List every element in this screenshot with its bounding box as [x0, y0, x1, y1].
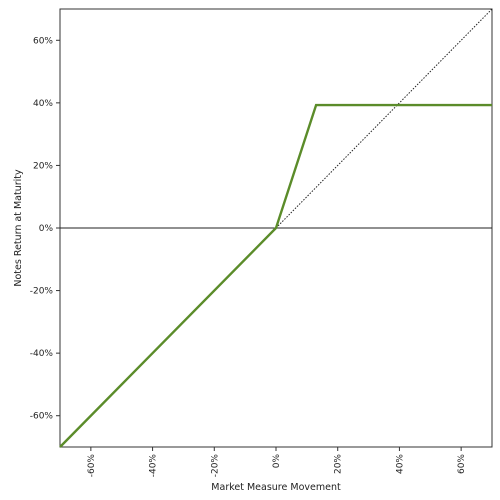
y-axis-ticks: 60% 40% 20% 0% -20% -40% -60%: [30, 36, 60, 422]
x-tick-label: -40%: [149, 454, 159, 478]
y-tick-label: -20%: [30, 287, 54, 297]
x-tick-label: -60%: [87, 454, 97, 478]
notes-return-line: [59, 103, 492, 448]
x-axis-title: Market Measure Movement: [211, 482, 341, 493]
y-tick-label: -40%: [30, 349, 54, 359]
x-tick-label: 40%: [395, 454, 405, 474]
y-axis-title: Notes Return at Maturity: [13, 169, 24, 287]
x-tick-label: 0%: [272, 454, 282, 469]
x-tick-label: -20%: [210, 454, 220, 478]
x-tick-label: 60%: [457, 454, 467, 474]
y-tick-label: 20%: [33, 161, 53, 171]
x-axis-ticks: -60% -40% -20% 0% 20% 40% 60%: [87, 447, 467, 477]
x-tick-label: 20%: [334, 454, 344, 474]
y-tick-label: -60%: [30, 412, 54, 422]
market-return-dotted-line: [275, 8, 493, 229]
y-tick-label: 40%: [33, 99, 53, 109]
y-tick-label: 0%: [39, 224, 54, 234]
y-tick-label: 60%: [33, 36, 53, 46]
series-layer: [59, 8, 493, 448]
